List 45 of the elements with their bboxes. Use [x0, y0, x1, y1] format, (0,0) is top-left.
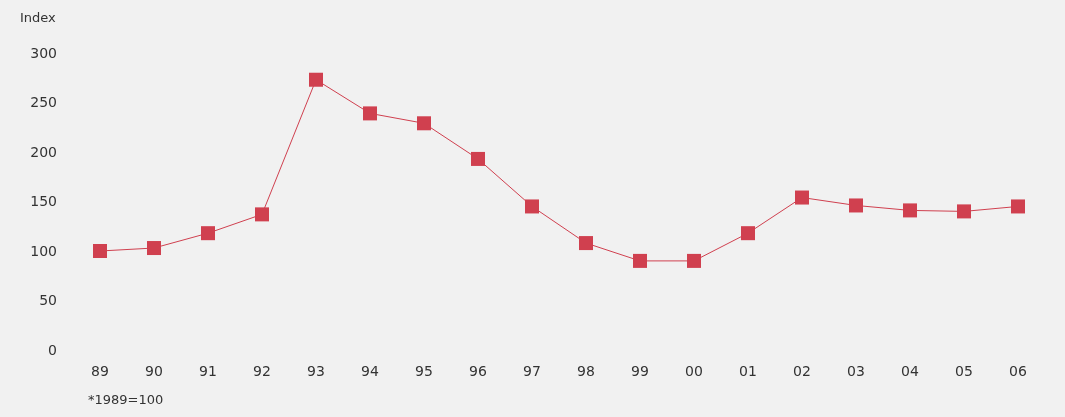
point	[687, 253, 701, 268]
point	[525, 199, 539, 214]
point	[795, 190, 809, 205]
x-tick-label: 97	[523, 363, 541, 379]
point	[849, 198, 863, 213]
y-tick-label: 250	[30, 94, 57, 111]
x-tick-label: 03	[847, 363, 865, 379]
y-tick-label: 200	[30, 143, 57, 160]
x-tick-label: 95	[415, 363, 433, 379]
y-tick-label: 150	[30, 193, 57, 210]
x-tick-label: 02	[793, 363, 811, 379]
x-tick-label: 99	[631, 363, 649, 379]
x-tick-label: 92	[253, 363, 271, 379]
point	[903, 203, 917, 218]
y-axis-title: Index	[20, 10, 57, 25]
point	[417, 116, 431, 131]
x-tick-label: 90	[145, 363, 163, 379]
point	[579, 236, 593, 251]
x-tick-label: 04	[901, 363, 919, 379]
point	[1011, 199, 1025, 214]
point	[309, 72, 323, 87]
y-tick-label: 0	[48, 341, 57, 358]
x-tick-label: 93	[307, 363, 325, 379]
point	[201, 226, 215, 241]
point	[957, 204, 971, 219]
x-tick-label: 98	[577, 363, 595, 379]
y-tick-label: 50	[39, 292, 57, 309]
x-tick-label: 89	[91, 363, 109, 379]
point	[741, 226, 755, 241]
point	[363, 106, 377, 121]
y-tick-label: 300	[30, 44, 57, 61]
point	[93, 244, 107, 258]
y-tick-label: 100	[30, 242, 57, 259]
point	[147, 241, 161, 256]
x-tick-label: 91	[199, 363, 217, 379]
x-tick-label: 05	[955, 363, 973, 379]
x-tick-label: 96	[469, 363, 487, 379]
point	[471, 151, 485, 166]
x-tick-label: 94	[361, 363, 379, 379]
point	[255, 207, 269, 222]
x-tick-label: 01	[739, 363, 757, 379]
x-tick-label: 06	[1009, 363, 1027, 379]
point	[633, 253, 647, 268]
x-tick-label: 00	[685, 363, 703, 379]
text: *1989=100	[88, 392, 164, 407]
